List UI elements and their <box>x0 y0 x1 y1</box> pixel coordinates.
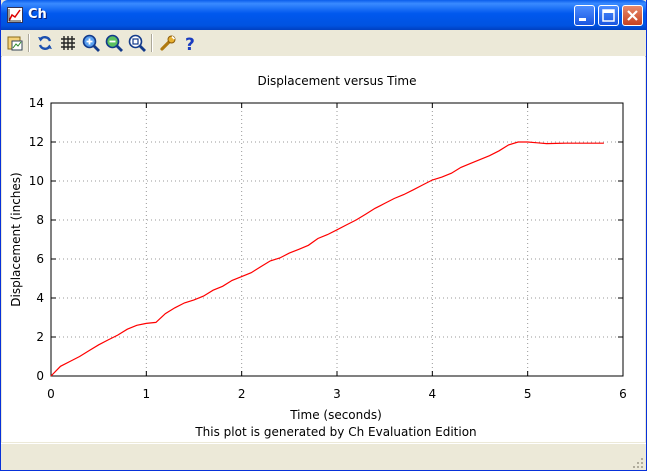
window-title: Ch <box>28 7 47 22</box>
chart-title: Displacement versus Time <box>257 74 416 88</box>
plot-canvas: Displacement versus Time 0 1 2 3 4 5 6 0 2 4 6 8 10 1… <box>2 56 645 442</box>
status-bar <box>1 443 646 470</box>
grid-icon[interactable] <box>58 33 78 53</box>
x-tick-label: 1 <box>143 387 151 401</box>
close-button[interactable] <box>622 5 643 26</box>
app-plot-icon[interactable] <box>7 7 23 23</box>
y-axis-label: Displacement (inches) <box>9 172 23 306</box>
toolbar-separator <box>151 34 153 52</box>
zoom-fit-icon[interactable] <box>127 33 147 53</box>
y-tick-label: 4 <box>36 291 44 305</box>
open-icon[interactable] <box>5 33 25 53</box>
zoom-out-icon[interactable] <box>104 33 124 53</box>
displacement-series-line <box>50 141 604 377</box>
y-tick-label: 6 <box>36 252 44 266</box>
refresh-icon[interactable] <box>35 33 55 53</box>
title-bar[interactable]: Ch <box>1 0 646 30</box>
svg-text:?: ? <box>185 35 195 53</box>
y-tick-label: 2 <box>36 330 44 344</box>
resize-grip-icon[interactable] <box>632 457 644 469</box>
toolbar-separator <box>28 34 30 52</box>
y-tick-label: 10 <box>29 174 44 188</box>
x-tick-label: 6 <box>619 387 627 401</box>
options-wrench-icon[interactable] <box>158 33 178 53</box>
line-chart: Displacement versus Time 0 1 2 3 4 5 602468101… <box>9 74 627 439</box>
x-tick-label: 0 <box>47 387 55 401</box>
grid-lines <box>51 103 623 376</box>
x-tick-label: 5 <box>524 387 532 401</box>
x-axis-label: Time (seconds) <box>289 408 382 422</box>
zoom-in-icon[interactable] <box>81 33 101 53</box>
chart-footnote: This plot is generated by Ch Evaluation … <box>194 425 476 439</box>
minimize-button[interactable] <box>574 5 595 26</box>
x-tick-label: 2 <box>238 387 246 401</box>
x-tick-label: 4 <box>429 387 437 401</box>
series-layer <box>50 141 604 377</box>
y-tick-label: 14 <box>29 96 44 110</box>
y-tick-label: 12 <box>29 135 44 149</box>
toolbar: ? <box>1 30 646 57</box>
y-tick-label: 0 <box>36 369 44 383</box>
help-icon[interactable]: ? <box>181 33 201 53</box>
x-tick-label: 3 <box>333 387 341 401</box>
maximize-button[interactable] <box>598 5 619 26</box>
y-tick-label: 8 <box>36 213 44 227</box>
